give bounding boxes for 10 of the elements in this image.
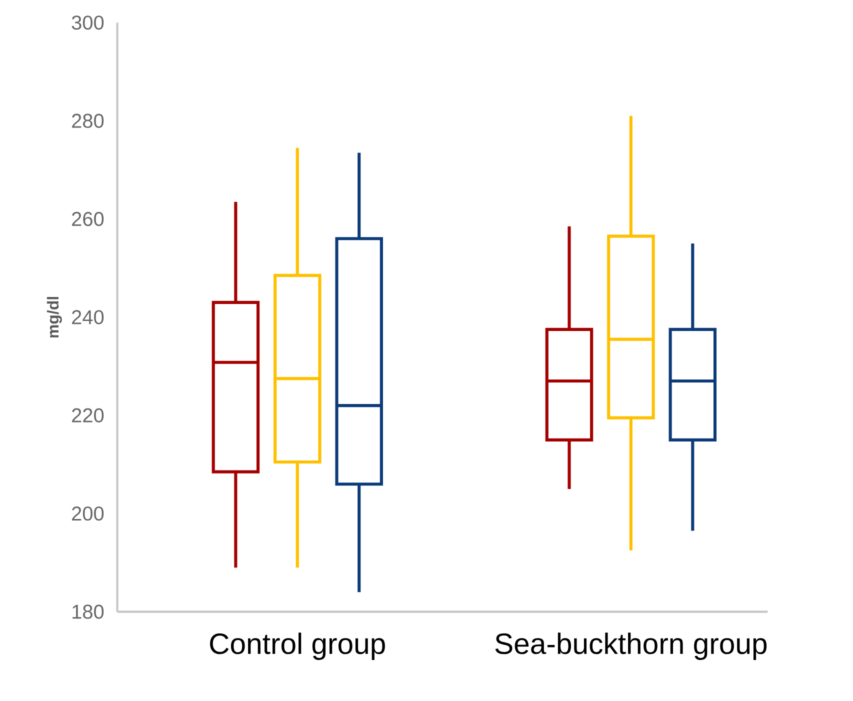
y-tick-label: 260 (72, 212, 104, 226)
x-tick-label: Control group (210, 632, 385, 660)
y-axis-title: mg/dl (46, 296, 62, 338)
y-tick-label: 300 (72, 16, 104, 30)
y-tick-label: 180 (72, 604, 104, 619)
y-tick-label: 220 (72, 408, 104, 422)
x-tick-label: Sea-buckthorn group (495, 632, 767, 660)
y-tick-label: 200 (72, 506, 104, 521)
y-tick-label: 280 (72, 114, 104, 128)
y-tick-label: 240 (72, 310, 104, 324)
